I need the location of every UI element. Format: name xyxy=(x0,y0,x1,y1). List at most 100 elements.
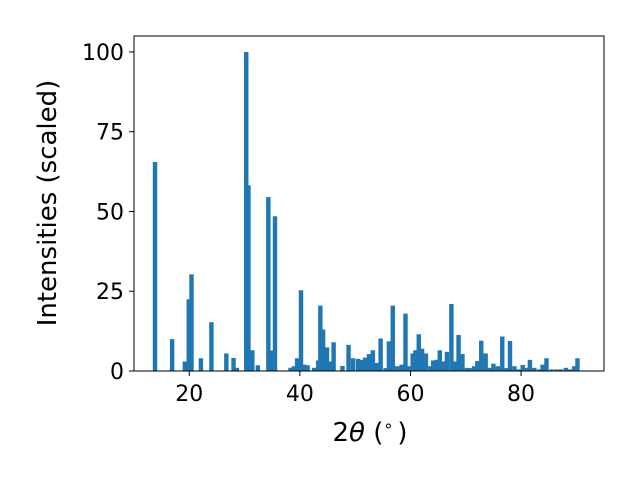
bar xyxy=(266,197,271,371)
bar xyxy=(291,366,297,371)
bar xyxy=(224,353,229,371)
bar xyxy=(403,313,408,371)
bar xyxy=(440,361,446,371)
bar-series xyxy=(152,51,580,371)
bar xyxy=(558,369,564,371)
y-tick-label: 100 xyxy=(82,41,124,66)
bar xyxy=(475,361,480,371)
bar xyxy=(452,361,457,371)
bar xyxy=(399,364,404,371)
bar xyxy=(483,353,488,371)
bar xyxy=(355,358,361,371)
bar xyxy=(268,350,274,371)
bar xyxy=(340,365,345,371)
bar xyxy=(298,290,304,371)
bar xyxy=(460,354,465,371)
bar xyxy=(471,366,477,371)
bar xyxy=(294,358,300,371)
bar xyxy=(410,353,415,371)
bar xyxy=(169,339,175,371)
bar xyxy=(444,351,450,371)
bar xyxy=(537,369,542,371)
bar xyxy=(544,358,549,371)
x-tick-label: 40 xyxy=(286,382,314,407)
bar xyxy=(390,305,395,371)
bar xyxy=(419,348,425,371)
bar xyxy=(209,322,214,371)
bar xyxy=(272,216,278,371)
bar xyxy=(362,357,368,371)
bar xyxy=(500,336,505,371)
bar xyxy=(512,366,517,371)
bar xyxy=(350,358,356,371)
bar xyxy=(394,366,400,371)
bar xyxy=(246,185,251,371)
bar xyxy=(305,365,310,371)
bar xyxy=(407,366,412,371)
x-tick-label: 20 xyxy=(175,382,203,407)
bar xyxy=(428,366,433,371)
bar xyxy=(503,368,509,371)
y-tick-label: 25 xyxy=(96,280,124,305)
bar xyxy=(302,364,307,371)
x-tick-label: 60 xyxy=(396,382,424,407)
x-tick-label: 80 xyxy=(507,382,535,407)
bar xyxy=(374,363,379,371)
x-axis-label: 2θ (∘) xyxy=(332,416,407,448)
plot-frame xyxy=(133,35,605,372)
bar xyxy=(449,304,454,371)
bar xyxy=(152,162,158,371)
y-tick-label: 75 xyxy=(96,121,124,146)
bar xyxy=(430,360,436,371)
bar xyxy=(327,361,332,371)
bar xyxy=(575,358,580,371)
bar xyxy=(479,340,484,371)
bar xyxy=(487,367,492,371)
bar xyxy=(507,341,513,371)
bar xyxy=(554,369,559,371)
bar xyxy=(540,364,545,371)
bar xyxy=(346,344,351,371)
bar xyxy=(383,368,388,371)
x-axis-ticks: 20 40 60 80 xyxy=(175,371,535,407)
bar xyxy=(370,350,376,371)
bar xyxy=(464,367,470,371)
bar xyxy=(231,357,236,371)
bar xyxy=(312,367,317,371)
bar xyxy=(468,368,473,371)
y-axis-label: Intensities (scaled) xyxy=(33,80,63,327)
bar xyxy=(437,350,442,371)
bar xyxy=(366,354,372,371)
bar xyxy=(527,359,533,371)
y-tick-label: 0 xyxy=(110,360,124,385)
bar xyxy=(331,342,336,371)
bar xyxy=(416,334,421,371)
bar xyxy=(523,367,529,371)
y-tick-label: 50 xyxy=(96,200,124,225)
bar xyxy=(250,350,255,371)
bar xyxy=(568,369,573,371)
bar xyxy=(495,366,501,371)
bar xyxy=(423,353,429,371)
bar xyxy=(320,329,326,371)
bar xyxy=(563,367,569,371)
bar xyxy=(359,359,364,371)
bar xyxy=(318,305,323,371)
bar xyxy=(386,341,392,371)
bar xyxy=(186,299,191,371)
bar xyxy=(516,369,521,371)
bar xyxy=(491,363,496,371)
bar xyxy=(198,358,204,371)
bar xyxy=(234,367,240,371)
bar xyxy=(549,369,554,371)
bar xyxy=(189,274,194,371)
bar xyxy=(434,359,439,371)
bar xyxy=(520,364,525,371)
bar xyxy=(378,338,383,371)
bar xyxy=(255,365,261,371)
y-axis-ticks: 0 25 50 75 100 xyxy=(82,41,134,385)
bar xyxy=(288,367,293,371)
bar xyxy=(456,334,461,371)
